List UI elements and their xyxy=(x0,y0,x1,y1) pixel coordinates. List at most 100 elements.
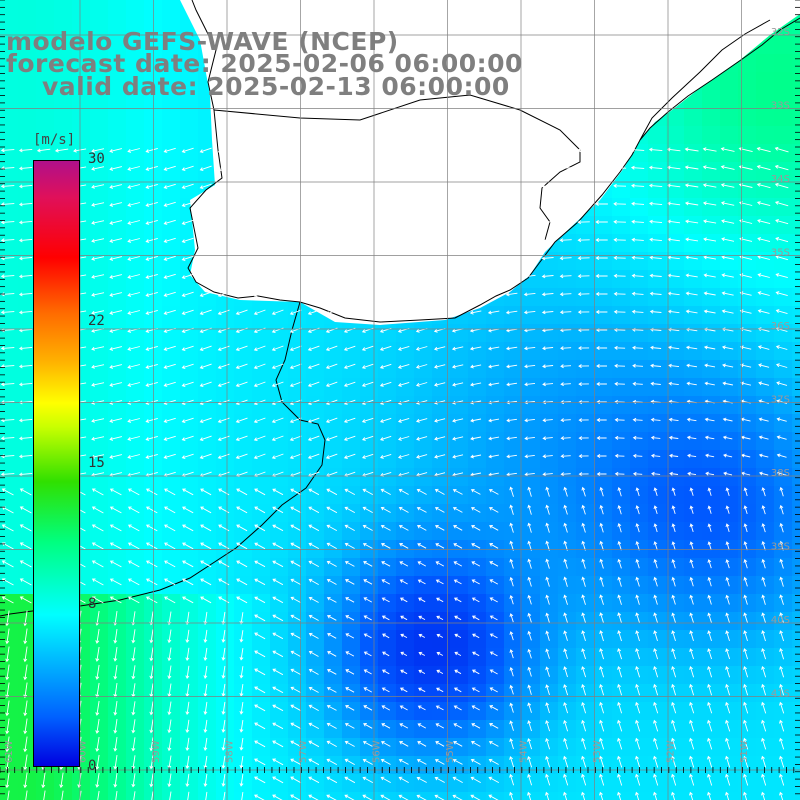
wind-arrow xyxy=(453,561,463,567)
wind-cell xyxy=(486,396,504,414)
wind-cell xyxy=(216,720,234,738)
wind-cell xyxy=(738,234,756,252)
wind-arrow xyxy=(488,364,500,369)
wind-arrow xyxy=(577,184,590,189)
wind-arrow xyxy=(651,471,661,476)
wind-arrow xyxy=(581,702,587,714)
wind-cell xyxy=(792,360,800,378)
wind-arrow xyxy=(452,436,464,441)
wind-cell xyxy=(612,252,630,270)
wind-cell xyxy=(108,306,126,324)
wind-arrow xyxy=(379,255,392,261)
wind-arrow xyxy=(113,719,118,734)
wind-arrow xyxy=(271,255,284,262)
wind-cell xyxy=(414,432,432,450)
wind-arrow xyxy=(203,755,208,769)
wind-arrow xyxy=(689,737,695,750)
wind-arrow xyxy=(0,238,15,243)
wind-arrow xyxy=(308,668,319,675)
wind-cell xyxy=(180,612,198,630)
wind-arrow xyxy=(581,504,586,515)
wind-arrow xyxy=(613,219,626,224)
wind-arrow xyxy=(131,755,136,770)
wind-cell xyxy=(720,792,738,800)
wind-arrow xyxy=(363,633,372,639)
wind-cell xyxy=(90,180,108,198)
wind-arrow xyxy=(779,647,785,660)
wind-arrow xyxy=(779,719,785,732)
wind-arrow xyxy=(707,487,712,496)
wind-cell xyxy=(252,540,270,558)
wind-cell xyxy=(162,234,180,252)
wind-arrow xyxy=(149,737,154,752)
wind-arrow xyxy=(200,506,212,514)
wind-cell xyxy=(108,360,126,378)
wind-arrow xyxy=(397,255,410,261)
wind-cell xyxy=(252,396,270,414)
wind-arrow xyxy=(559,238,572,243)
wind-cell xyxy=(648,252,666,270)
wind-arrow xyxy=(617,755,623,768)
wind-cell xyxy=(684,162,702,180)
wind-cell xyxy=(288,414,306,432)
wind-arrow xyxy=(545,522,550,533)
wind-cell xyxy=(18,306,36,324)
wind-arrow xyxy=(779,791,784,800)
wind-arrow xyxy=(417,543,427,549)
wind-cell xyxy=(432,648,450,666)
wind-arrow xyxy=(635,505,640,515)
wind-cell xyxy=(576,324,594,342)
wind-arrow xyxy=(361,309,374,315)
wind-arrow xyxy=(452,418,464,423)
wind-arrow xyxy=(91,596,104,604)
wind-arrow xyxy=(217,165,230,172)
wind-cell xyxy=(684,108,702,126)
wind-cell xyxy=(486,414,504,432)
wind-cell xyxy=(378,522,396,540)
wind-cell xyxy=(630,270,648,288)
wind-cell xyxy=(342,720,360,738)
wind-cell xyxy=(504,432,522,450)
wind-arrow xyxy=(109,542,122,550)
wind-arrow xyxy=(488,436,500,441)
wind-arrow xyxy=(581,522,586,533)
wind-arrow xyxy=(5,736,10,753)
wind-cell xyxy=(468,504,486,522)
wind-arrow xyxy=(235,381,248,388)
wind-arrow xyxy=(289,417,302,424)
wind-arrow xyxy=(235,183,248,190)
wind-cell xyxy=(180,126,198,144)
wind-arrow xyxy=(36,148,51,153)
wind-cell xyxy=(360,324,378,342)
wind-cell xyxy=(720,252,738,270)
wind-arrow xyxy=(271,183,284,190)
wind-arrow xyxy=(559,220,572,225)
wind-cell xyxy=(792,324,800,342)
wind-arrow xyxy=(470,741,481,747)
wind-arrow xyxy=(23,682,28,699)
wind-arrow xyxy=(235,309,248,316)
wind-arrow xyxy=(5,628,10,645)
wind-cell xyxy=(342,414,360,432)
wind-cell xyxy=(774,378,792,396)
wind-cell xyxy=(216,486,234,504)
wind-arrow xyxy=(271,435,284,442)
wind-arrow xyxy=(397,291,410,297)
wind-arrow xyxy=(433,148,446,153)
wind-cell xyxy=(576,432,594,450)
wind-arrow xyxy=(109,488,122,496)
wind-arrow xyxy=(471,615,480,621)
wind-cell xyxy=(144,198,162,216)
wind-arrow xyxy=(725,755,731,768)
wind-cell xyxy=(378,396,396,414)
wind-arrow xyxy=(254,488,266,496)
wind-cell xyxy=(0,414,18,432)
wind-cell xyxy=(198,612,216,630)
wind-arrow xyxy=(109,524,122,532)
wind-cell xyxy=(18,666,36,684)
wind-arrow xyxy=(779,486,784,497)
wind-arrow xyxy=(113,647,118,662)
wind-arrow xyxy=(167,773,172,788)
wind-arrow xyxy=(361,291,374,297)
wind-arrow xyxy=(95,736,100,752)
